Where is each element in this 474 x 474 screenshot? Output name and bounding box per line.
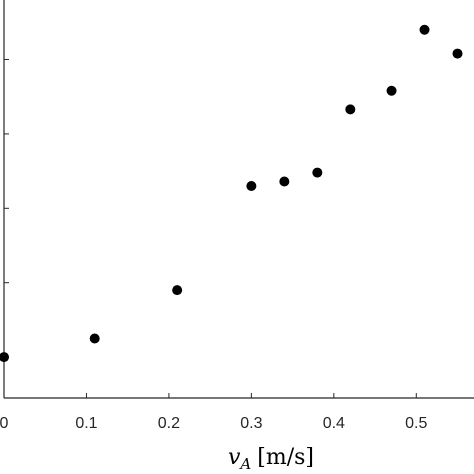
data-point xyxy=(246,180,257,191)
data-point xyxy=(279,176,290,187)
x-axis-label: vA [m/s] xyxy=(228,445,314,473)
x-tick-label: 0.3 xyxy=(240,415,262,432)
x-tick-labels: 0 0.1 0.2 0.3 0.4 0.5 xyxy=(0,415,427,432)
data-points xyxy=(0,24,463,363)
data-point xyxy=(419,24,430,35)
data-point xyxy=(0,352,9,363)
data-point xyxy=(386,85,397,96)
x-axis-unit: [m/s] xyxy=(257,445,314,470)
x-tick-label: 0.1 xyxy=(75,415,97,432)
x-axis-subscript: A xyxy=(238,455,251,473)
data-point xyxy=(345,104,356,115)
x-axis-symbol: v xyxy=(228,445,241,470)
data-point xyxy=(312,167,323,178)
data-point xyxy=(452,48,463,59)
x-tick-label: 0.4 xyxy=(323,415,345,432)
data-point xyxy=(172,285,183,296)
x-tick-label: 0.2 xyxy=(158,415,180,432)
axes xyxy=(3,0,474,399)
data-point xyxy=(89,333,100,344)
x-tick-label: 0.5 xyxy=(405,415,427,432)
ticks xyxy=(3,59,417,398)
x-tick-label: 0 xyxy=(0,415,9,432)
